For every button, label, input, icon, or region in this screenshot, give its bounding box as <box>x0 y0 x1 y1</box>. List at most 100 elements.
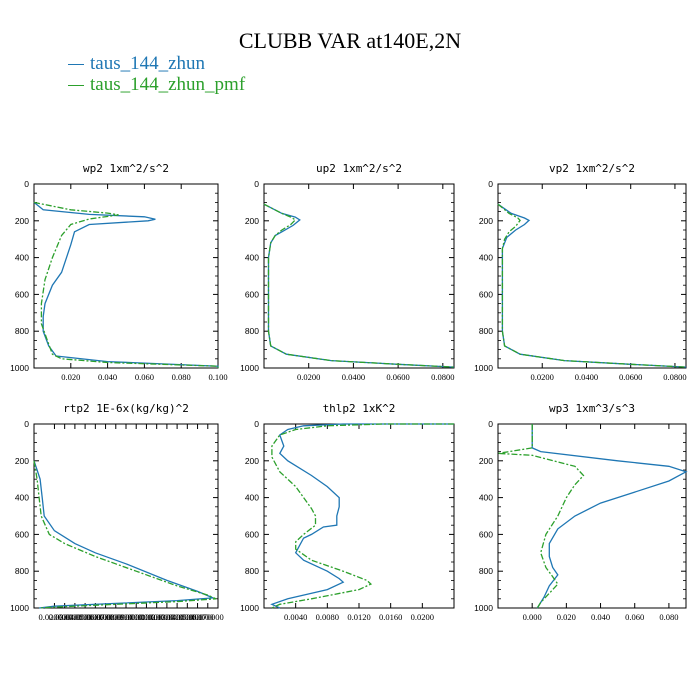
x-tick-label: 0.0600 <box>386 372 409 382</box>
x-tick-label: 0.0080 <box>316 612 339 622</box>
y-tick-label: 0 <box>254 419 259 429</box>
subplot-title: wp2 1xm^2/s^2 <box>83 162 169 175</box>
x-tick-label: 0.0800 <box>663 372 686 382</box>
x-tick-label: 0.050000 <box>69 612 101 622</box>
subplot-title: wp3 1xm^3/s^3 <box>549 402 635 415</box>
x-tick-label: 0.040 <box>591 612 610 622</box>
y-tick-label: 600 <box>245 529 259 539</box>
series-line-0 <box>497 203 687 368</box>
x-tick-label: 0.060000 <box>79 612 111 622</box>
series-line-0 <box>263 203 455 368</box>
y-tick-label: 0 <box>488 179 493 189</box>
y-tick-label: 1000 <box>474 363 493 373</box>
x-tick-label: 0.150000 <box>171 612 203 622</box>
x-tick-label: 0.040 <box>98 372 117 382</box>
plot-frame <box>263 183 455 369</box>
y-tick-label: 1000 <box>474 603 493 613</box>
subplot-4: thlp2 1xK^2 0 200 400 600 800 1000 0.0040 0.0080… <box>240 402 455 622</box>
y-tick-label: 800 <box>15 326 29 336</box>
subplot-5: wp3 1xm^3/s^3 0 200 400 600 800 1000 0.000 0.020… <box>474 402 688 622</box>
series-line-0 <box>33 201 219 368</box>
legend-item-0: taus_144_zhun <box>68 53 245 74</box>
plot-frame <box>263 423 455 609</box>
subplot-1: up2 1xm^2/s^2 0 200 400 600 800 1000 0.0200 0.04… <box>240 162 454 382</box>
legend-label-0: taus_144_zhun <box>90 53 206 74</box>
x-tick-label: 0.110000 <box>131 612 163 622</box>
y-tick-label: 200 <box>479 456 493 466</box>
y-tick-label: 0 <box>488 419 493 429</box>
y-tick-label: 200 <box>15 456 29 466</box>
legend-label-1: taus_144_zhun_pmf <box>90 74 246 95</box>
x-tick-label: 0.000 <box>523 612 542 622</box>
y-tick-label: 200 <box>245 456 259 466</box>
series-line-1 <box>33 460 217 609</box>
y-tick-label: 600 <box>245 289 259 299</box>
y-tick-label: 0 <box>24 179 29 189</box>
x-tick-label: 0.0120 <box>347 612 370 622</box>
subplot-title: vp2 1xm^2/s^2 <box>549 162 635 175</box>
x-tick-label: 0.020 <box>61 372 80 382</box>
y-tick-label: 800 <box>479 326 493 336</box>
y-tick-label: 1000 <box>10 363 29 373</box>
x-tick-label: 0.080 <box>659 612 678 622</box>
series-line-0 <box>33 460 214 609</box>
x-tick-label: 0.170000 <box>192 612 224 622</box>
y-tick-label: 800 <box>15 566 29 576</box>
x-tick-label: 0.060 <box>625 612 644 622</box>
series-line-0 <box>270 423 454 609</box>
y-tick-label: 1000 <box>240 603 259 613</box>
y-tick-label: 400 <box>479 253 493 263</box>
x-tick-label: 0.0800 <box>431 372 454 382</box>
y-tick-label: 600 <box>479 529 493 539</box>
x-tick-label: 0.020 <box>557 612 576 622</box>
y-tick-label: 1000 <box>10 603 29 613</box>
y-tick-label: 600 <box>479 289 493 299</box>
y-tick-label: 600 <box>15 529 29 539</box>
series-line-1 <box>271 423 454 609</box>
legend-swatch-1 <box>68 84 84 87</box>
series-line-1 <box>497 203 687 368</box>
plot-frame <box>33 423 219 609</box>
y-tick-label: 1000 <box>240 363 259 373</box>
y-tick-label: 200 <box>479 216 493 226</box>
plot-frame <box>497 423 687 609</box>
y-tick-label: 200 <box>245 216 259 226</box>
series-line-1 <box>263 203 455 368</box>
x-tick-label: 0.070000 <box>90 612 122 622</box>
legend-swatch-0 <box>68 63 84 66</box>
subplot-title: rtp2 1E-6x(kg/kg)^2 <box>63 402 189 415</box>
x-tick-label: 0.060 <box>135 372 154 382</box>
chart-title: CLUBB VAR at140E,2N <box>238 28 462 53</box>
subplot-2: vp2 1xm^2/s^2 0 200 400 600 800 1000 0.0200 0.04… <box>474 162 687 382</box>
x-tick-label: 0.0600 <box>619 372 642 382</box>
y-tick-label: 0 <box>24 419 29 429</box>
y-tick-label: 800 <box>245 326 259 336</box>
y-tick-label: 0 <box>254 179 259 189</box>
x-tick-label: 0.080 <box>172 372 191 382</box>
y-tick-label: 800 <box>479 566 493 576</box>
legend-item-1: taus_144_zhun_pmf <box>68 74 245 95</box>
x-tick-label: 0.0400 <box>575 372 598 382</box>
x-tick-label: 0.0200 <box>297 372 320 382</box>
x-tick-label: 0.0160 <box>379 612 402 622</box>
x-tick-label: 0.130000 <box>151 612 183 622</box>
y-tick-label: 400 <box>15 253 29 263</box>
subplot-title: thlp2 1xK^2 <box>323 402 396 415</box>
y-tick-label: 200 <box>15 216 29 226</box>
x-tick-label: 0.140000 <box>161 612 193 622</box>
y-tick-label: 400 <box>479 493 493 503</box>
x-tick-label: 0.090000 <box>110 612 142 622</box>
x-tick-label: 0.0200 <box>411 612 434 622</box>
series-line-1 <box>497 424 585 609</box>
subplot-3: rtp2 1E-6x(kg/kg)^2 0 200 400 600 800 1000 0.02… <box>10 402 224 622</box>
x-tick-label: 0.0040 <box>284 612 307 622</box>
x-tick-label: 0.100000 <box>120 612 152 622</box>
plot-frame <box>497 183 687 369</box>
legend: taus_144_zhun taus_144_zhun_pmf <box>68 53 245 95</box>
y-tick-label: 600 <box>15 289 29 299</box>
x-tick-label: 0.020000 <box>39 612 71 622</box>
subplot-0: wp2 1xm^2/s^2 0 200 400 600 800 1000 0.020 0.040… <box>10 162 227 382</box>
y-tick-label: 400 <box>15 493 29 503</box>
x-tick-label: 0.040000 <box>59 612 91 622</box>
